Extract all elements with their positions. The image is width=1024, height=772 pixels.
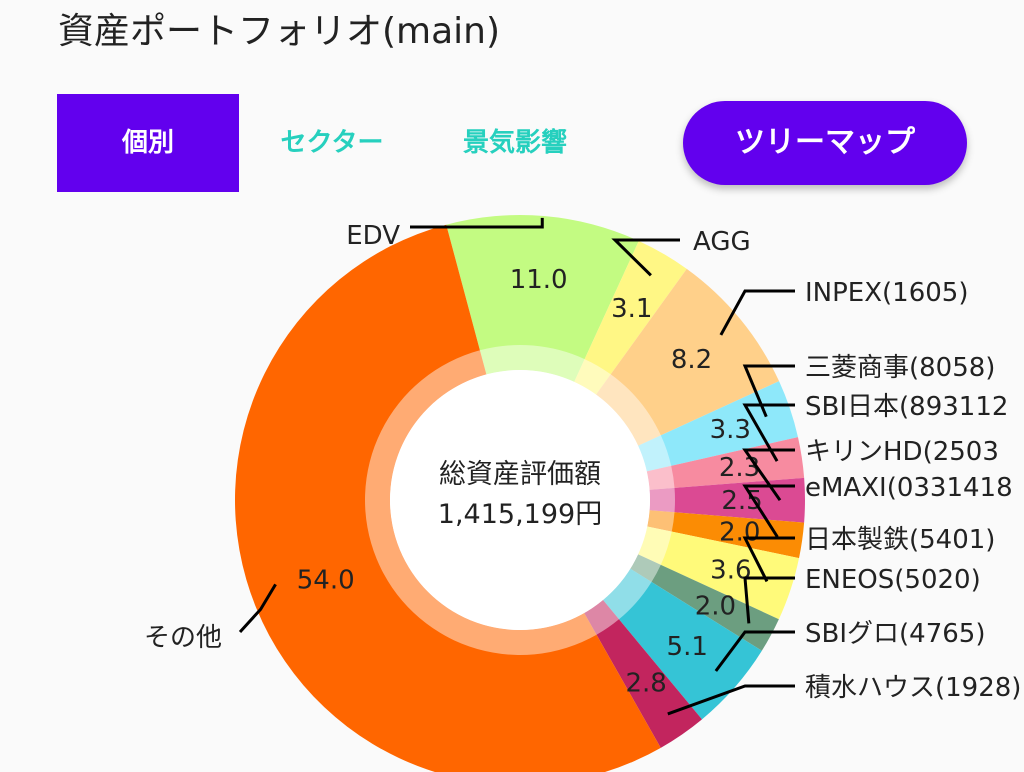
leader-line-9 [714, 630, 795, 672]
slice-inner-band-5 [649, 487, 675, 513]
leader-line-8 [743, 576, 795, 624]
slice-value-4: 2.3 [719, 453, 760, 483]
slice-inner-band-10 [584, 600, 619, 635]
treemap-button[interactable]: ツリーマップ [683, 101, 967, 185]
slice-label-11: その他 [144, 623, 222, 653]
slice-11[interactable] [235, 224, 661, 772]
tab-sector[interactable]: セクター [280, 128, 384, 158]
center-label: 総資産評価額 [439, 459, 601, 490]
leader-line-7 [742, 536, 795, 583]
slice-value-0: 11.0 [510, 265, 568, 295]
slice-inner-band-7 [638, 526, 672, 565]
page-title: 資産ポートフォリオ(main) [58, 11, 501, 52]
slice-label-0: EDV [346, 221, 400, 251]
slice-8[interactable] [630, 554, 779, 651]
slice-inner-band-4 [646, 465, 675, 490]
slice-7[interactable] [638, 526, 800, 620]
slice-label-4: SBI日本(893112 [805, 392, 1008, 422]
slice-value-6: 2.0 [719, 517, 760, 547]
slice-inner-band-11 [365, 350, 597, 655]
slice-6[interactable] [647, 510, 805, 559]
leader-line-0 [410, 217, 544, 229]
slice-label-2: INPEX(1605) [805, 278, 969, 308]
slice-value-11: 54.0 [297, 566, 355, 596]
slice-value-9: 5.1 [667, 632, 708, 662]
slice-label-6: eMAXI(0331418 [805, 473, 1013, 503]
slice-label-10: 積水ハウス(1928) [805, 673, 1021, 703]
leader-line-11 [238, 583, 277, 634]
tab-economy[interactable]: 景気影響 [462, 128, 567, 158]
slice-value-5: 2.5 [721, 486, 762, 516]
leader-line-6 [742, 484, 795, 538]
slice-0[interactable] [446, 215, 639, 382]
leader-line-4 [742, 403, 795, 462]
slice-inner-band-0 [479, 345, 585, 382]
slice-inner-band-6 [647, 510, 675, 532]
leader-line-2 [719, 289, 795, 336]
slice-9[interactable] [603, 568, 762, 720]
slice-inner-band-2 [596, 374, 661, 446]
slice-inner-band-9 [603, 568, 652, 620]
slice-label-1: AGG [693, 227, 751, 257]
slice-inner-band-1 [574, 359, 611, 395]
slice-inner-band-8 [630, 554, 661, 582]
slice-value-2: 8.2 [671, 345, 712, 375]
donut-hole [390, 370, 650, 630]
slice-label-8: ENEOS(5020) [805, 565, 981, 595]
center-total-value: 1,415,199円 [437, 499, 603, 530]
inner-ring [365, 345, 675, 655]
slice-value-3: 3.3 [710, 415, 751, 445]
slice-5[interactable] [649, 477, 805, 523]
slice-label-7: 日本製鉄(5401) [805, 525, 995, 555]
leader-line-1 [611, 238, 680, 277]
slice-value-1: 3.1 [611, 294, 652, 324]
slice-value-8: 2.0 [695, 591, 736, 621]
tab-individual[interactable]: 個別 [57, 94, 239, 192]
leader-line-10 [667, 684, 795, 716]
slice-1[interactable] [574, 240, 687, 395]
leader-line-3 [742, 364, 795, 418]
slice-value-10: 2.8 [626, 669, 667, 699]
leader-line-5 [742, 448, 795, 502]
slice-inner-band-3 [638, 435, 672, 472]
slice-label-5: キリンHD(2503 [805, 437, 999, 467]
slice-label-3: 三菱商事(8058) [805, 353, 995, 383]
slice-label-9: SBIグロ(4765) [805, 619, 985, 649]
